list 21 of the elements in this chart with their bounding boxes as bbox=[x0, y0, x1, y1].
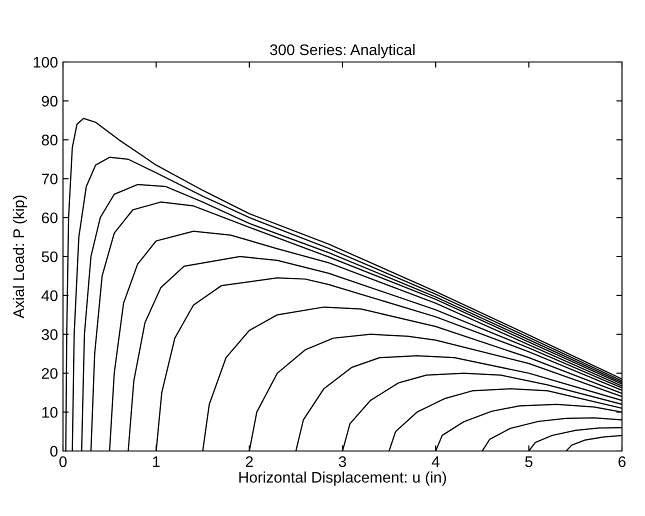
x-tick-label: 1 bbox=[153, 456, 160, 467]
y-tick-label: 90 bbox=[42, 96, 58, 107]
y-tick-label: 20 bbox=[42, 368, 58, 379]
x-tick-label: 3 bbox=[338, 456, 346, 468]
x-tick-label: 4 bbox=[432, 456, 440, 467]
y-tick-label: 70 bbox=[42, 174, 58, 184]
y-axis-title: Axial Load: P (kip) bbox=[12, 196, 28, 318]
y-tick-label: 100 bbox=[34, 56, 58, 68]
x-tick-label: 6 bbox=[618, 456, 626, 468]
y-tick-label: 60 bbox=[42, 212, 58, 224]
y-tick-label: 40 bbox=[42, 290, 58, 302]
x-axis-title: Horizontal Displacement: u (in) bbox=[239, 471, 446, 486]
x-tick-label: 5 bbox=[525, 456, 532, 468]
y-tick-label: 30 bbox=[42, 329, 58, 340]
x-tick-label: 0 bbox=[59, 456, 67, 468]
y-tick-label: 10 bbox=[42, 406, 58, 418]
chart-title: 300 Series: Analytical bbox=[270, 44, 415, 58]
y-tick-label: 50 bbox=[42, 251, 58, 262]
y-tick-label: 80 bbox=[42, 134, 58, 146]
x-tick-label: 2 bbox=[246, 456, 253, 467]
y-tick-label: 0 bbox=[50, 446, 58, 457]
